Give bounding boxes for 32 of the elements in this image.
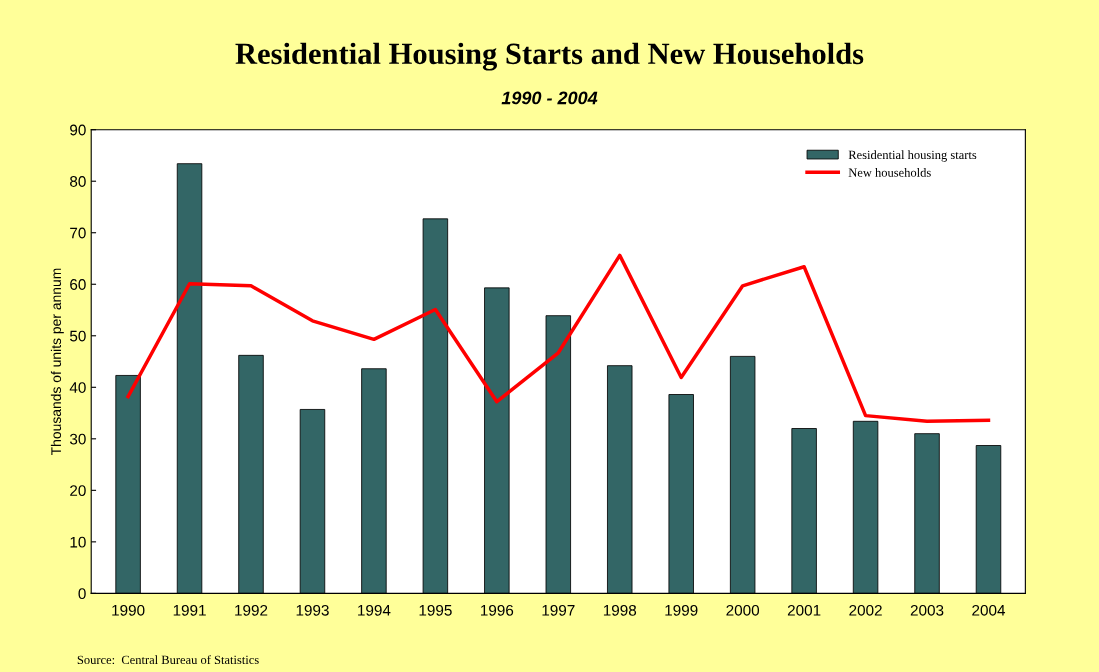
y-tick-label: 70	[70, 227, 86, 239]
y-tick-label: 90	[70, 124, 86, 136]
x-tick-label: 1994	[358, 604, 391, 616]
y-axis-title: Thousands of units per annum	[50, 268, 64, 456]
source-note: Source: Central Bureau of Statistics	[77, 655, 259, 665]
y-tick-label: 40	[69, 382, 86, 393]
y-tick-label: 50	[69, 330, 86, 342]
line-series	[126, 253, 991, 424]
x-tick-label: 1995	[419, 604, 452, 616]
x-tick-label: 1990	[112, 604, 145, 616]
y-tick-label: 0	[78, 588, 86, 600]
y-tick-label: 20	[70, 485, 86, 497]
y-tick-label: 60	[70, 279, 86, 290]
x-tick-label: 1999	[665, 604, 698, 616]
x-tick-label: 1998	[603, 604, 637, 616]
y-tick-label: 10	[70, 536, 86, 548]
x-tick-label: 2001	[787, 604, 821, 616]
chart-title: Residential Housing Starts and New Households	[235, 42, 864, 71]
x-tick-label: 1991	[173, 604, 206, 616]
x-tick-label: 2004	[972, 604, 1006, 616]
legend-label: New households	[848, 167, 931, 177]
x-tick-label: 2000	[726, 604, 760, 616]
x-tick-label: 1997	[542, 604, 575, 616]
chart-subtitle: 1990 - 2004	[501, 91, 598, 105]
y-tick-label: 30	[69, 433, 86, 445]
x-tick-label: 2003	[910, 604, 944, 616]
x-tick-label: 1993	[296, 604, 329, 616]
y-tick-label: 80	[70, 176, 86, 187]
x-tick-label: 1996	[481, 604, 514, 616]
x-tick-label: 1992	[235, 604, 268, 616]
legend-label: Residential housing starts	[848, 150, 977, 162]
x-tick-label: 2002	[849, 604, 882, 616]
